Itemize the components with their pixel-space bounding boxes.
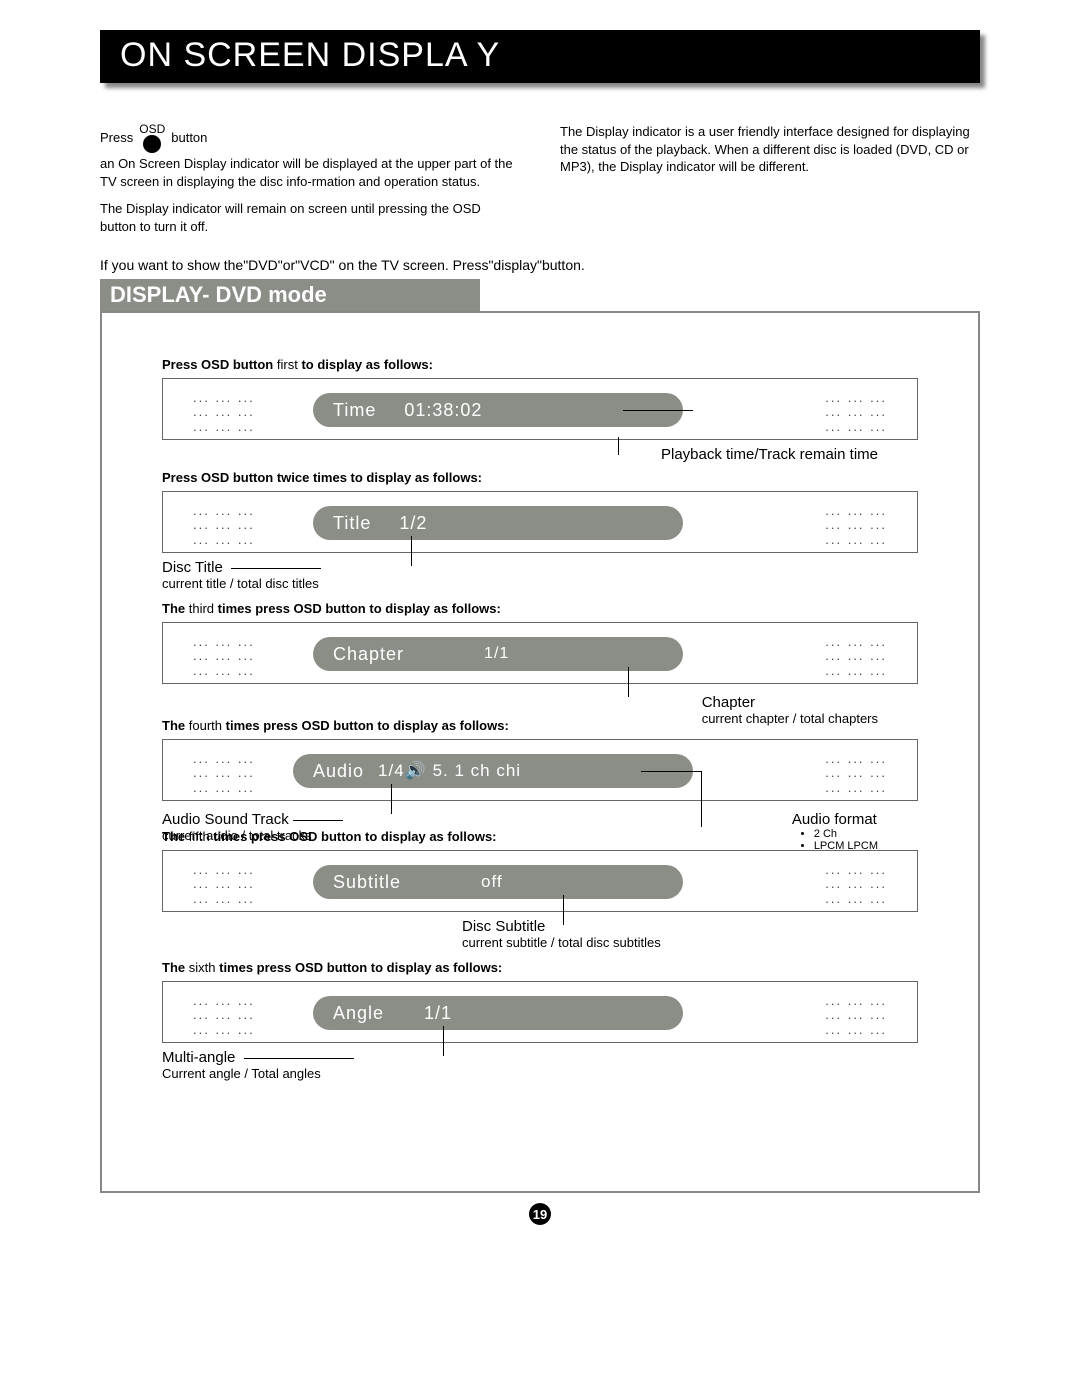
subtitle-panel: ... ... ...... ... ...... ... ... Subtit… xyxy=(162,850,918,912)
dots-right: ... ... ...... ... ...... ... ... xyxy=(825,391,887,434)
press-osd-line: Press OSD button xyxy=(100,123,520,153)
time-press-line: Press OSD button first to display as fol… xyxy=(162,357,918,372)
dots-left: ... ... ...... ... ...... ... ... xyxy=(193,994,255,1037)
title-value: 1/2 xyxy=(399,513,427,534)
chapter-press-line: The third times press OSD button to disp… xyxy=(162,601,918,616)
audio-pill: Audio 1/4🔊 5. 1 ch chi xyxy=(293,754,693,788)
main-panel: Press OSD button first to display as fol… xyxy=(100,311,980,1193)
t: times press OSD button to display as fol… xyxy=(219,960,502,975)
t: times press OSD button to display as fol… xyxy=(218,601,501,616)
title-callout-title: Disc Title xyxy=(162,559,918,576)
time-callout: Playback time/Track remain time xyxy=(661,446,878,463)
dots-left: ... ... ...... ... ...... ... ... xyxy=(193,863,255,906)
audio-format-item: 2 Ch xyxy=(814,828,878,840)
t: sixth xyxy=(189,960,216,975)
t: Audio Sound Track xyxy=(162,811,289,828)
chapter-value: 1/1 xyxy=(484,645,509,663)
title-press-line: Press OSD button twice times to display … xyxy=(162,470,918,485)
dots-right: ... ... ...... ... ...... ... ... xyxy=(825,863,887,906)
osd-button-icon xyxy=(143,135,161,153)
angle-panel: ... ... ...... ... ...... ... ... Angle … xyxy=(162,981,918,1043)
chapter-callout-title: Chapter xyxy=(702,694,878,711)
press-label: Press xyxy=(100,129,133,147)
t: The xyxy=(162,960,185,975)
time-panel: ... ... ...... ... ...... ... ... Time 0… xyxy=(162,378,918,440)
t: Disc Title xyxy=(162,559,223,576)
page-number: 19 xyxy=(100,1203,980,1225)
dots-left: ... ... ...... ... ...... ... ... xyxy=(193,635,255,678)
intro-left-p2: The Display indicator will remain on scr… xyxy=(100,200,520,235)
dots-left: ... ... ...... ... ...... ... ... xyxy=(193,391,255,434)
dots-right: ... ... ...... ... ...... ... ... xyxy=(825,504,887,547)
audio-left-sub: current audio / total tracks xyxy=(162,828,343,843)
angle-pill: Angle 1/1 xyxy=(313,996,683,1030)
audio-panel: ... ... ...... ... ...... ... ... Audio … xyxy=(162,739,918,801)
chapter-panel: ... ... ...... ... ...... ... ... Chapte… xyxy=(162,622,918,684)
title-label: Title xyxy=(333,513,371,534)
chapter-pill: Chapter 1/1 xyxy=(313,637,683,671)
intro-right-p1: The Display indicator is a user friendly… xyxy=(560,123,980,176)
chapter-callout-sub: current chapter / total chapters xyxy=(702,711,878,726)
dots-left: ... ... ...... ... ...... ... ... xyxy=(193,752,255,795)
subtitle-callout-sub: current subtitle / total disc subtitles xyxy=(462,935,918,950)
t: to display as follows: xyxy=(301,357,432,372)
subtitle-callout-title: Disc Subtitle xyxy=(462,918,918,935)
page-title: ON SCREEN DISPLA Y xyxy=(120,36,960,75)
subtitle-pill: Subtitle off xyxy=(313,865,683,899)
intro-left-p1: an On Screen Display indicator will be d… xyxy=(100,155,520,190)
chapter-label: Chapter xyxy=(333,644,404,665)
title-pill: Title 1/2 xyxy=(313,506,683,540)
osd-label: OSD xyxy=(139,123,165,135)
angle-callout-sub: Current angle / Total angles xyxy=(162,1066,918,1081)
dots-left: ... ... ...... ... ...... ... ... xyxy=(193,504,255,547)
audio-label: Audio xyxy=(313,761,364,782)
title-callout-sub: current title / total disc titles xyxy=(162,576,918,591)
audio-left-title: Audio Sound Track xyxy=(162,811,343,828)
subtitle-label: Subtitle xyxy=(333,872,401,893)
audio-right-title: Audio format xyxy=(792,811,878,828)
dots-right: ... ... ...... ... ...... ... ... xyxy=(825,752,887,795)
dots-right: ... ... ...... ... ...... ... ... xyxy=(825,635,887,678)
page-number-badge: 19 xyxy=(529,1203,551,1225)
t: Multi-angle xyxy=(162,1049,235,1066)
time-value: 01:38:02 xyxy=(404,400,482,421)
intro-row: Press OSD button an On Screen Display in… xyxy=(100,123,980,235)
angle-value: 1/1 xyxy=(424,1003,452,1024)
t: third xyxy=(189,601,214,616)
screen-note: If you want to show the"DVD"or"VCD" on t… xyxy=(100,257,980,273)
section-heading: DISPLAY- DVD mode xyxy=(100,279,480,311)
button-label: button xyxy=(171,129,207,147)
audio-value: 1/4🔊 5. 1 ch chi xyxy=(378,761,521,781)
angle-label: Angle xyxy=(333,1003,384,1024)
t: The xyxy=(162,601,185,616)
t: first xyxy=(277,357,298,372)
dots-right: ... ... ...... ... ...... ... ... xyxy=(825,994,887,1037)
audio-format-list: 2 Ch LPCM LPCM xyxy=(792,828,878,852)
page-header: ON SCREEN DISPLA Y xyxy=(100,30,980,83)
angle-press-line: The sixth times press OSD button to disp… xyxy=(162,960,918,975)
subtitle-value: off xyxy=(481,872,503,892)
angle-callout-title: Multi-angle xyxy=(162,1049,918,1066)
t: Press OSD button xyxy=(162,357,273,372)
title-panel: ... ... ...... ... ...... ... ... Title … xyxy=(162,491,918,553)
time-label: Time xyxy=(333,400,376,421)
